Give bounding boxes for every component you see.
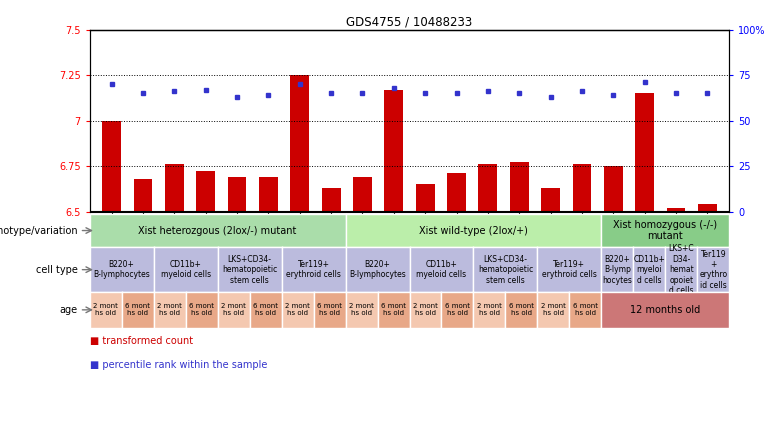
Text: CD11b+
myeloid cells: CD11b+ myeloid cells: [417, 260, 466, 279]
Text: CD11b+
myeloid cells: CD11b+ myeloid cells: [161, 260, 211, 279]
Text: Xist wild-type (2lox/+): Xist wild-type (2lox/+): [419, 225, 528, 236]
Bar: [102, 121, 121, 212]
Text: 6 mont
hs old: 6 mont hs old: [317, 303, 342, 316]
Bar: [321, 188, 341, 212]
Bar: [416, 184, 434, 212]
Text: 6 mont
hs old: 6 mont hs old: [445, 303, 470, 316]
Text: Ter119+
erythroid cells: Ter119+ erythroid cells: [286, 260, 341, 279]
Bar: [353, 177, 372, 212]
Text: LKS+CD34-
hematopoietic
stem cells: LKS+CD34- hematopoietic stem cells: [478, 255, 533, 285]
Text: 2 mont
hs old: 2 mont hs old: [158, 303, 182, 316]
Bar: [573, 164, 591, 212]
Text: 2 mont
hs old: 2 mont hs old: [222, 303, 246, 316]
Text: LKS+CD34-
hematopoietic
stem cells: LKS+CD34- hematopoietic stem cells: [222, 255, 277, 285]
Text: ■ percentile rank within the sample: ■ percentile rank within the sample: [90, 360, 267, 370]
Text: B220+
B-lymphocytes: B220+ B-lymphocytes: [349, 260, 406, 279]
Text: 12 months old: 12 months old: [630, 305, 700, 315]
Bar: [604, 166, 622, 212]
Text: CD11b+
myeloi
d cells: CD11b+ myeloi d cells: [633, 255, 665, 285]
Bar: [635, 93, 654, 212]
Text: 6 mont
hs old: 6 mont hs old: [125, 303, 151, 316]
Bar: [385, 90, 403, 212]
Text: 6 mont
hs old: 6 mont hs old: [189, 303, 214, 316]
Bar: [290, 75, 309, 212]
Bar: [541, 188, 560, 212]
Bar: [698, 204, 717, 212]
Text: 2 mont
hs old: 2 mont hs old: [477, 303, 502, 316]
Text: 6 mont
hs old: 6 mont hs old: [381, 303, 406, 316]
Text: 6 mont
hs old: 6 mont hs old: [253, 303, 278, 316]
Text: Xist homozygous (-/-)
mutant: Xist homozygous (-/-) mutant: [613, 220, 718, 242]
Bar: [667, 208, 686, 212]
Bar: [133, 179, 152, 212]
Bar: [165, 164, 184, 212]
Text: genotype/variation: genotype/variation: [0, 225, 78, 236]
Bar: [259, 177, 278, 212]
Text: ■ transformed count: ■ transformed count: [90, 336, 193, 346]
Text: Ter119+
erythroid cells: Ter119+ erythroid cells: [542, 260, 597, 279]
Text: age: age: [60, 305, 78, 315]
Bar: [478, 164, 498, 212]
Text: 2 mont
hs old: 2 mont hs old: [541, 303, 566, 316]
Text: Xist heterozgous (2lox/-) mutant: Xist heterozgous (2lox/-) mutant: [138, 225, 297, 236]
Bar: [447, 173, 466, 212]
Text: B220+
B-lymphocytes: B220+ B-lymphocytes: [94, 260, 150, 279]
Text: 2 mont
hs old: 2 mont hs old: [285, 303, 310, 316]
Text: 6 mont
hs old: 6 mont hs old: [573, 303, 598, 316]
Bar: [228, 177, 246, 212]
Text: 6 mont
hs old: 6 mont hs old: [509, 303, 534, 316]
Title: GDS4755 / 10488233: GDS4755 / 10488233: [346, 16, 473, 28]
Bar: [197, 171, 215, 212]
Text: 2 mont
hs old: 2 mont hs old: [94, 303, 118, 316]
Text: cell type: cell type: [36, 265, 78, 275]
Text: Ter119
+
erythro
id cells: Ter119 + erythro id cells: [699, 250, 728, 290]
Bar: [510, 162, 529, 212]
Text: 2 mont
hs old: 2 mont hs old: [349, 303, 374, 316]
Text: 2 mont
hs old: 2 mont hs old: [413, 303, 438, 316]
Text: B220+
B-lymp
hocytes: B220+ B-lymp hocytes: [602, 255, 633, 285]
Text: LKS+C
D34-
hemat
opoiet
d cells: LKS+C D34- hemat opoiet d cells: [668, 244, 694, 295]
